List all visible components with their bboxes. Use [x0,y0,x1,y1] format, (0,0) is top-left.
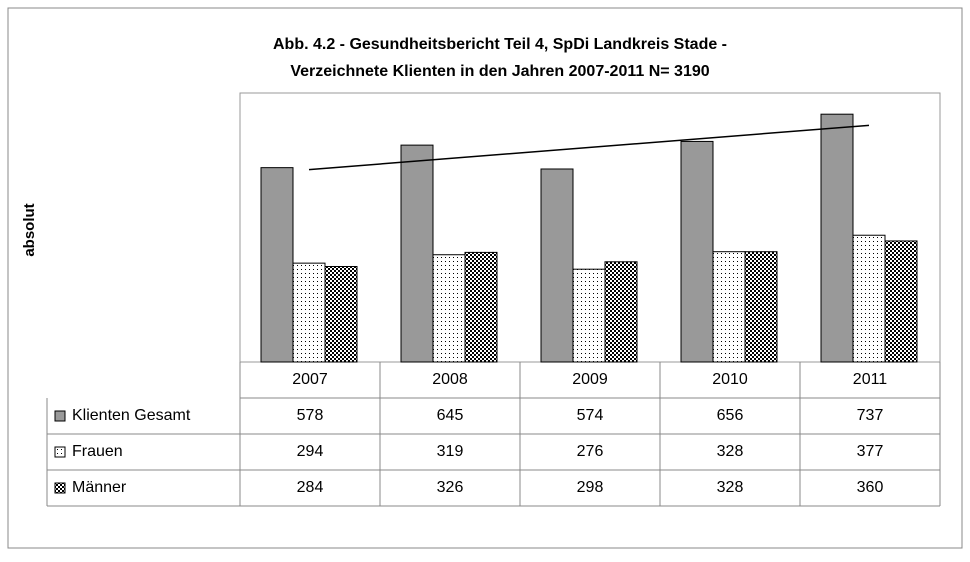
table-value: 578 [297,407,324,424]
legend-label: Frauen [72,443,123,460]
table-value: 574 [577,407,604,424]
table-value: 319 [437,443,464,460]
bar [884,240,918,363]
legend-swatch [54,446,66,458]
table-value: 645 [437,407,464,424]
bar [432,254,466,363]
bar [400,144,434,363]
bar [572,268,606,363]
bar [324,266,358,363]
bar [820,113,854,363]
x-tick-label: 2011 [853,371,888,388]
bar [540,168,574,363]
bar [852,234,886,363]
table-value: 360 [857,479,884,496]
x-tick-label: 2010 [712,371,748,388]
chart-title: Abb. 4.2 - Gesundheitsbericht Teil 4, Sp… [273,36,727,53]
legend-label: Klienten Gesamt [72,407,191,424]
y-axis-label: absolut [21,203,38,256]
chart-subtitle: Verzeichnete Klienten in den Jahren 2007… [290,63,709,80]
table-value: 377 [857,443,884,460]
bar [604,261,638,363]
table-value: 328 [717,479,744,496]
trend-line [308,124,870,171]
legend-swatch [54,410,66,422]
x-tick-label: 2008 [432,371,468,388]
table-value: 737 [857,407,884,424]
table-value: 298 [577,479,604,496]
x-tick-label: 2009 [572,371,608,388]
x-tick-label: 2007 [292,371,328,388]
bar [680,140,714,363]
bar [464,251,498,363]
table-value: 276 [577,443,604,460]
bar [744,251,778,363]
legend-label: Männer [72,479,127,496]
bar [292,262,326,363]
table-value: 294 [297,443,324,460]
bar [260,167,294,363]
table-value: 326 [437,479,464,496]
table-value: 328 [717,443,744,460]
table-value: 284 [297,479,324,496]
bar [712,251,746,363]
table-value: 656 [717,407,744,424]
legend-swatch [54,482,66,494]
